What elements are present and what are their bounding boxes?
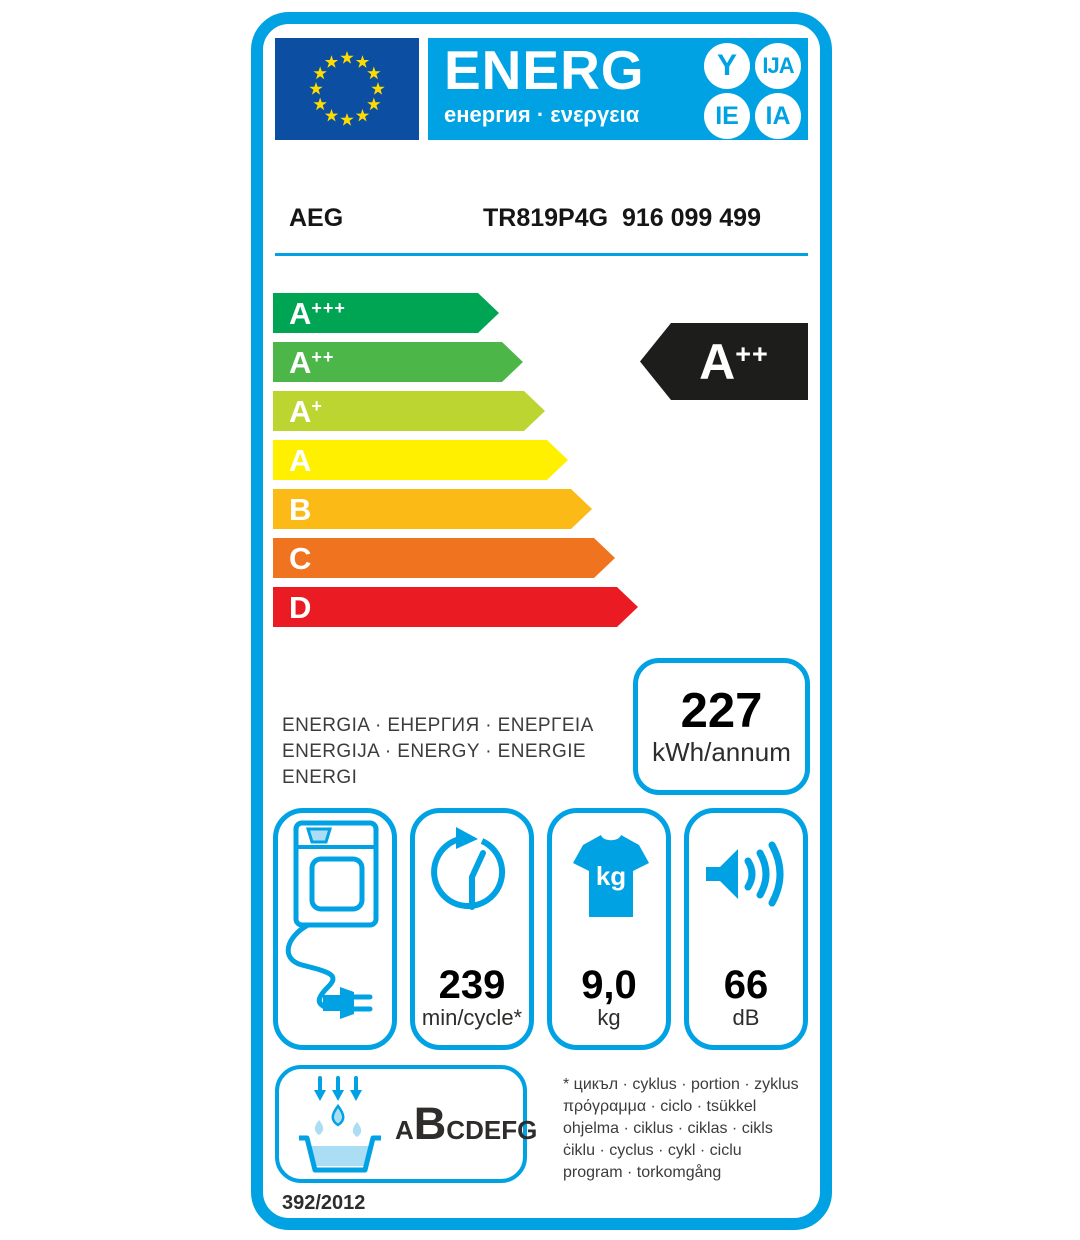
rating-arrow: A+ — [273, 391, 545, 431]
speaker-icon — [698, 833, 794, 921]
dryer-plug-box — [273, 808, 397, 1050]
rating-arrow: B — [273, 489, 592, 529]
model-number: TR819P4G 916 099 499 — [483, 204, 761, 232]
energ-wordmark: ENERG — [444, 39, 645, 101]
noise-box: 66 dB — [684, 808, 808, 1050]
rating-arrow: C — [273, 538, 615, 578]
rating-indicator: A++ — [640, 323, 808, 400]
noise-unit: dB — [732, 1004, 760, 1030]
eu-flag — [275, 38, 419, 140]
suffix-circle-ia: IA — [755, 93, 801, 139]
cycle-time-unit: min/cycle* — [421, 1004, 523, 1030]
capacity-value: 9,0 — [581, 962, 637, 1007]
cycle-time-box: 239 min/cycle* — [410, 808, 534, 1050]
energy-label: ENERG енергия · ενεργεια Y IJA IE IA AEG… — [251, 12, 832, 1230]
capacity-box: kg 9,0 kg — [547, 808, 671, 1050]
header-divider — [275, 253, 808, 256]
energy-multilingual-text: ENERGIA · ЕНЕРГИЯ · ΕΝΕΡΓΕΙΑ ENERGIJA · … — [282, 715, 594, 788]
energ-suffix-circles: Y IJA IE IA — [704, 43, 801, 139]
rating-arrow: A — [273, 440, 568, 480]
noise-value: 66 — [723, 962, 769, 1007]
capacity-unit: kg — [597, 1004, 621, 1030]
suffix-circle-ija: IJA — [755, 43, 801, 89]
rating-arrow: A++ — [273, 342, 523, 382]
clock-icon — [426, 827, 518, 923]
rating-scale: A+++ A++ A+ A B C D — [273, 293, 653, 636]
dryer-plug-icon — [278, 813, 392, 1043]
annual-consumption-value: 227 — [680, 684, 763, 739]
rating-arrow: D — [273, 587, 638, 627]
energ-logo-panel: ENERG енергия · ενεργεια Y IJA IE IA — [428, 38, 808, 140]
tshirt-icon: kg — [561, 829, 657, 921]
svg-text:kg: kg — [596, 861, 626, 891]
cycle-footnote: * цикъл · cyklus · portion · zyklus πρόγ… — [563, 1076, 799, 1181]
rating-arrow: A+++ — [273, 293, 499, 333]
brand-name: AEG — [289, 204, 344, 232]
condensation-icon — [293, 1074, 387, 1174]
annual-consumption-box: 227 kWh/annum — [633, 658, 810, 795]
regulation-number: 392/2012 — [282, 1192, 366, 1214]
suffix-circle-ie: IE — [704, 93, 750, 139]
suffix-circle-y: Y — [704, 43, 750, 89]
eu-flag-stars-icon — [309, 51, 385, 126]
cycle-time-value: 239 — [438, 962, 506, 1007]
annual-consumption-unit: kWh/annum — [652, 736, 791, 767]
energ-subtitle: енергия · ενεργεια — [444, 102, 640, 127]
